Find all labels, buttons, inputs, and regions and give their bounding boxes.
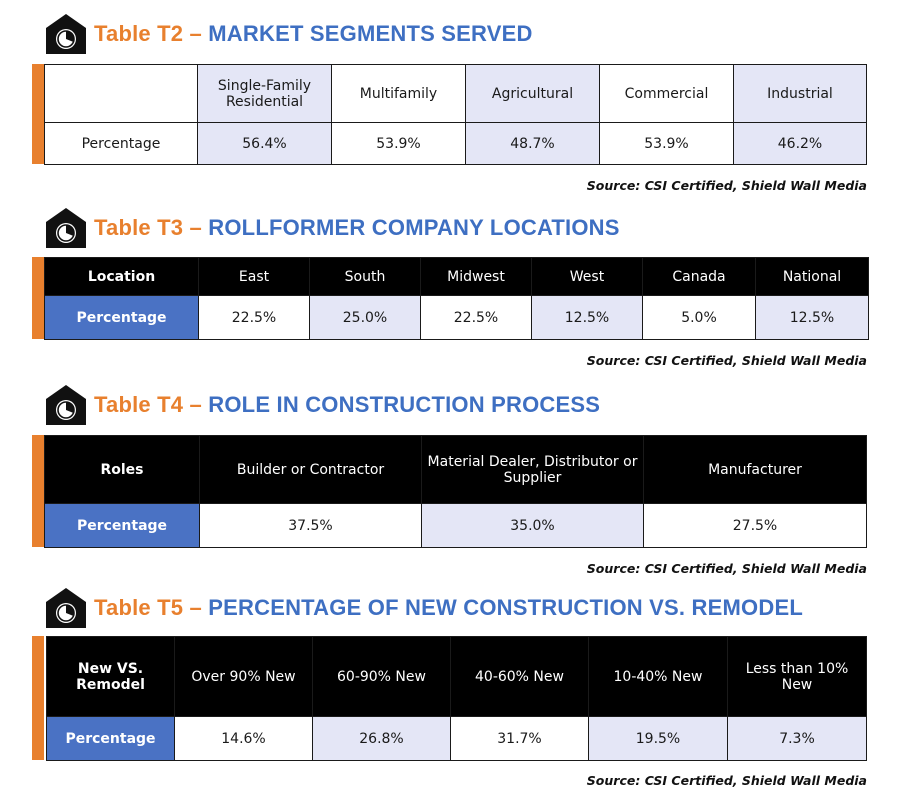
column-header: Over 90% New	[174, 636, 313, 717]
table-cell: 22.5%	[420, 295, 532, 340]
house-chart-icon	[46, 14, 86, 54]
source-note: Source: CSI Certified, Shield Wall Media	[586, 773, 867, 788]
table-number: Table T2	[94, 21, 184, 46]
accent-bar	[32, 636, 44, 760]
table-cell: 25.0%	[309, 295, 421, 340]
title-dash: –	[189, 215, 202, 240]
accent-bar	[32, 257, 44, 339]
table-header-row: Single-Family Residential Multifamily Ag…	[44, 64, 867, 123]
table-name: ROLE IN CONSTRUCTION PROCESS	[208, 392, 601, 417]
table-header-row: New VS. Remodel Over 90% New 60-90% New …	[46, 636, 867, 717]
column-header: Agricultural	[465, 64, 600, 123]
table-t2: Single-Family Residential Multifamily Ag…	[44, 64, 867, 165]
house-chart-icon	[46, 208, 86, 248]
row-label: Percentage	[44, 295, 199, 340]
row-label: Percentage	[44, 122, 198, 165]
table-cell: 7.3%	[727, 716, 867, 761]
table-name: PERCENTAGE OF NEW CONSTRUCTION VS. REMOD…	[208, 595, 803, 620]
table-number: Table T4	[94, 392, 184, 417]
table-cell: 26.8%	[312, 716, 451, 761]
house-chart-icon	[46, 385, 86, 425]
row-label: Percentage	[44, 503, 200, 548]
column-header: West	[531, 257, 643, 296]
table-number: Table T3	[94, 215, 184, 240]
source-note: Source: CSI Certified, Shield Wall Media	[586, 353, 867, 368]
table-cell: 12.5%	[531, 295, 643, 340]
table-row: Percentage 14.6% 26.8% 31.7% 19.5% 7.3%	[46, 716, 867, 761]
table-cell: 14.6%	[174, 716, 313, 761]
column-header: Commercial	[599, 64, 734, 123]
source-note: Source: CSI Certified, Shield Wall Media	[586, 178, 867, 193]
row-label: Percentage	[46, 716, 175, 761]
table-t3-title: Table T3 – ROLLFORMER COMPANY LOCATIONS	[94, 215, 620, 241]
column-header: Manufacturer	[643, 435, 867, 504]
table-t4-title-row: Table T4 – ROLE IN CONSTRUCTION PROCESS	[44, 383, 600, 427]
table-row: Percentage 22.5% 25.0% 22.5% 12.5% 5.0% …	[44, 295, 869, 340]
column-header: Midwest	[420, 257, 532, 296]
column-header: 60-90% New	[312, 636, 451, 717]
column-header: 40-60% New	[450, 636, 589, 717]
header-corner: Location	[44, 257, 199, 296]
column-header: National	[755, 257, 869, 296]
table-t2-title-row: Table T2 – MARKET SEGMENTS SERVED	[44, 12, 533, 56]
column-header: Industrial	[733, 64, 867, 123]
header-corner	[44, 64, 198, 123]
header-corner: New VS. Remodel	[46, 636, 175, 717]
table-cell: 5.0%	[642, 295, 756, 340]
table-row: Percentage 56.4% 53.9% 48.7% 53.9% 46.2%	[44, 122, 867, 165]
column-header: Single-Family Residential	[197, 64, 332, 123]
table-t5-title: Table T5 – PERCENTAGE OF NEW CONSTRUCTIO…	[94, 595, 803, 621]
column-header: 10-40% New	[588, 636, 728, 717]
table-header-row: Roles Builder or Contractor Material Dea…	[44, 435, 867, 504]
table-cell: 31.7%	[450, 716, 589, 761]
header-corner: Roles	[44, 435, 200, 504]
title-dash: –	[189, 21, 202, 46]
table-cell: 46.2%	[733, 122, 867, 165]
column-header: South	[309, 257, 421, 296]
column-header: Canada	[642, 257, 756, 296]
table-t4-title: Table T4 – ROLE IN CONSTRUCTION PROCESS	[94, 392, 600, 418]
table-cell: 19.5%	[588, 716, 728, 761]
column-header: Multifamily	[331, 64, 466, 123]
table-cell: 37.5%	[199, 503, 422, 548]
table-cell: 56.4%	[197, 122, 332, 165]
table-cell: 35.0%	[421, 503, 644, 548]
table-cell: 48.7%	[465, 122, 600, 165]
column-header: Less than 10% New	[727, 636, 867, 717]
title-dash: –	[189, 392, 202, 417]
accent-bar	[32, 64, 44, 164]
table-t3: Location East South Midwest West Canada …	[44, 257, 869, 340]
source-note: Source: CSI Certified, Shield Wall Media	[586, 561, 867, 576]
table-cell: 27.5%	[643, 503, 867, 548]
table-t4: Roles Builder or Contractor Material Dea…	[44, 435, 867, 548]
table-row: Percentage 37.5% 35.0% 27.5%	[44, 503, 867, 548]
table-cell: 53.9%	[599, 122, 734, 165]
accent-bar	[32, 435, 44, 547]
table-t5: New VS. Remodel Over 90% New 60-90% New …	[46, 636, 867, 761]
table-t5-title-row: Table T5 – PERCENTAGE OF NEW CONSTRUCTIO…	[44, 586, 803, 630]
house-chart-icon	[46, 588, 86, 628]
table-cell: 22.5%	[198, 295, 310, 340]
table-t2-title: Table T2 – MARKET SEGMENTS SERVED	[94, 21, 533, 47]
table-t3-title-row: Table T3 – ROLLFORMER COMPANY LOCATIONS	[44, 206, 620, 250]
column-header: East	[198, 257, 310, 296]
table-header-row: Location East South Midwest West Canada …	[44, 257, 869, 296]
column-header: Material Dealer, Distributor or Supplier	[421, 435, 644, 504]
column-header: Builder or Contractor	[199, 435, 422, 504]
table-name: MARKET SEGMENTS SERVED	[208, 21, 533, 46]
title-dash: –	[189, 595, 202, 620]
table-name: ROLLFORMER COMPANY LOCATIONS	[208, 215, 620, 240]
table-cell: 12.5%	[755, 295, 869, 340]
table-number: Table T5	[94, 595, 184, 620]
table-cell: 53.9%	[331, 122, 466, 165]
